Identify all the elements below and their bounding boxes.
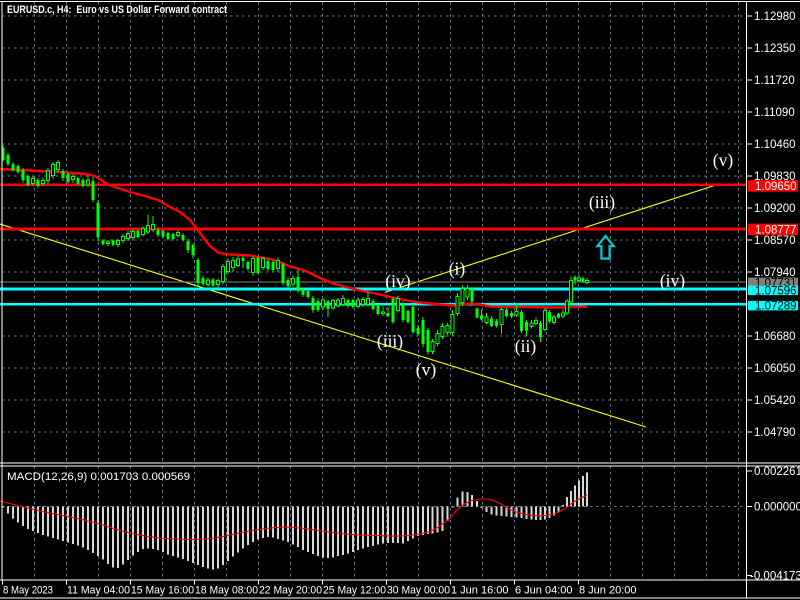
svg-text:0.000000: 0.000000 [754, 502, 800, 514]
svg-text:(iii): (iii) [377, 331, 403, 351]
svg-text:1.09830: 1.09830 [754, 171, 796, 183]
svg-text:1.12980: 1.12980 [754, 11, 796, 23]
svg-text:(v): (v) [713, 150, 734, 170]
svg-text:25 May 12:00: 25 May 12:00 [323, 585, 386, 597]
svg-text:1.10460: 1.10460 [754, 139, 796, 151]
svg-text:1.05420: 1.05420 [754, 395, 796, 407]
svg-text:1.08777: 1.08777 [755, 224, 797, 236]
svg-text:(iii): (iii) [589, 192, 615, 212]
svg-text:1.06680: 1.06680 [754, 331, 796, 343]
svg-text:1.12350: 1.12350 [754, 43, 796, 55]
svg-text:8 May 2023: 8 May 2023 [3, 585, 53, 597]
svg-text:1.11090: 1.11090 [754, 107, 795, 119]
svg-text:1.07596: 1.07596 [755, 285, 797, 297]
svg-text:(v): (v) [416, 360, 437, 380]
svg-text:30 May 00:00: 30 May 00:00 [387, 585, 450, 597]
svg-text:1 Jun 16:00: 1 Jun 16:00 [451, 585, 509, 597]
svg-text:-0.004173: -0.004173 [750, 571, 800, 583]
svg-text:18 May 08:00: 18 May 08:00 [195, 585, 258, 597]
svg-text:15 May 16:00: 15 May 16:00 [131, 585, 194, 597]
svg-text:8 Jun 20:00: 8 Jun 20:00 [579, 585, 637, 597]
svg-text:1.06050: 1.06050 [754, 363, 796, 375]
svg-text:6 Jun 04:00: 6 Jun 04:00 [515, 585, 573, 597]
svg-text:1.08570: 1.08570 [754, 235, 796, 247]
svg-text:1.09200: 1.09200 [754, 203, 796, 215]
svg-text:1.07289: 1.07289 [755, 301, 797, 313]
svg-text:EURUSD.c, H4: Euro vs US Doll: EURUSD.c, H4: Euro vs US Dollar Forward … [7, 4, 227, 16]
svg-text:1.09650: 1.09650 [755, 181, 797, 193]
svg-text:11 May 04:00: 11 May 04:00 [67, 585, 130, 597]
svg-text:1.07940: 1.07940 [754, 267, 796, 279]
svg-text:(iv): (iv) [660, 271, 685, 291]
svg-text:(ii): (ii) [515, 336, 537, 356]
svg-text:(i): (i) [449, 259, 466, 279]
svg-text:0.002261: 0.002261 [754, 466, 800, 478]
svg-text:(iv): (iv) [385, 271, 410, 291]
svg-text:1.11720: 1.11720 [754, 75, 795, 87]
svg-text:22 May 20:00: 22 May 20:00 [259, 585, 322, 597]
svg-text:1.04790: 1.04790 [754, 427, 796, 439]
svg-text:MACD(12,26,9) 0.001703 0.00056: MACD(12,26,9) 0.001703 0.000569 [7, 471, 190, 483]
